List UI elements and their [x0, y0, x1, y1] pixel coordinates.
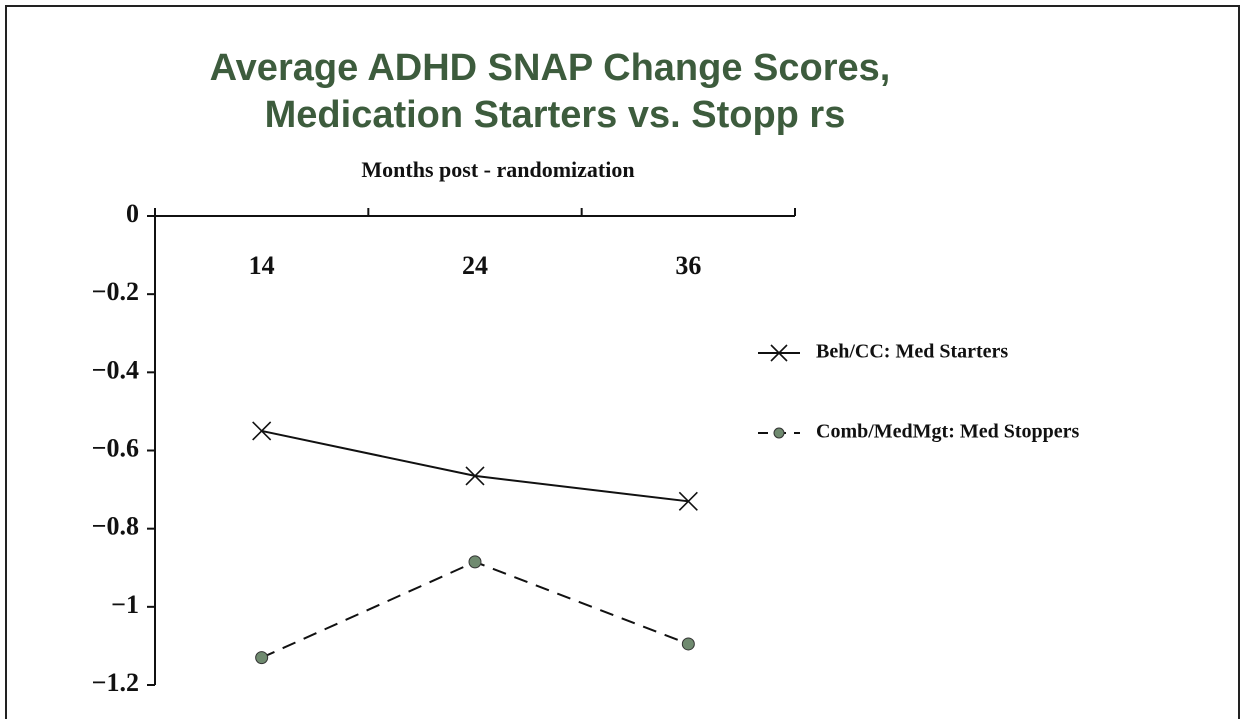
y-tick-label: −1 — [111, 590, 139, 619]
marker — [678, 491, 698, 511]
y-tick-label: −1.2 — [92, 668, 139, 697]
legend-marker — [770, 344, 788, 362]
x-axis-label: Months post - randomization — [361, 157, 634, 182]
y-tick-label: 0 — [126, 199, 139, 228]
x-tick-label: 24 — [462, 251, 488, 280]
series-line — [261, 429, 689, 503]
chart-title: Average ADHD SNAP Change Scores, — [210, 47, 891, 89]
y-tick-label: −0.6 — [92, 433, 139, 462]
frame — [5, 5, 1240, 719]
chart-title: Medication Starters vs. Stopp rs — [265, 94, 846, 136]
legend-label: Beh/CC: Med Starters — [816, 341, 1008, 363]
legend-label: Comb/MedMgt: Med Stoppers — [816, 421, 1080, 443]
marker — [468, 555, 482, 569]
marker — [681, 637, 695, 651]
marker — [465, 466, 485, 486]
y-tick-label: −0.8 — [92, 512, 139, 541]
x-tick-label: 36 — [675, 251, 701, 280]
marker — [252, 421, 272, 441]
legend-marker — [773, 427, 785, 439]
y-tick-label: −0.4 — [92, 355, 139, 384]
x-tick-label: 14 — [249, 251, 275, 280]
marker — [255, 651, 269, 665]
y-tick-label: −0.2 — [92, 277, 139, 306]
series-line — [261, 560, 689, 659]
